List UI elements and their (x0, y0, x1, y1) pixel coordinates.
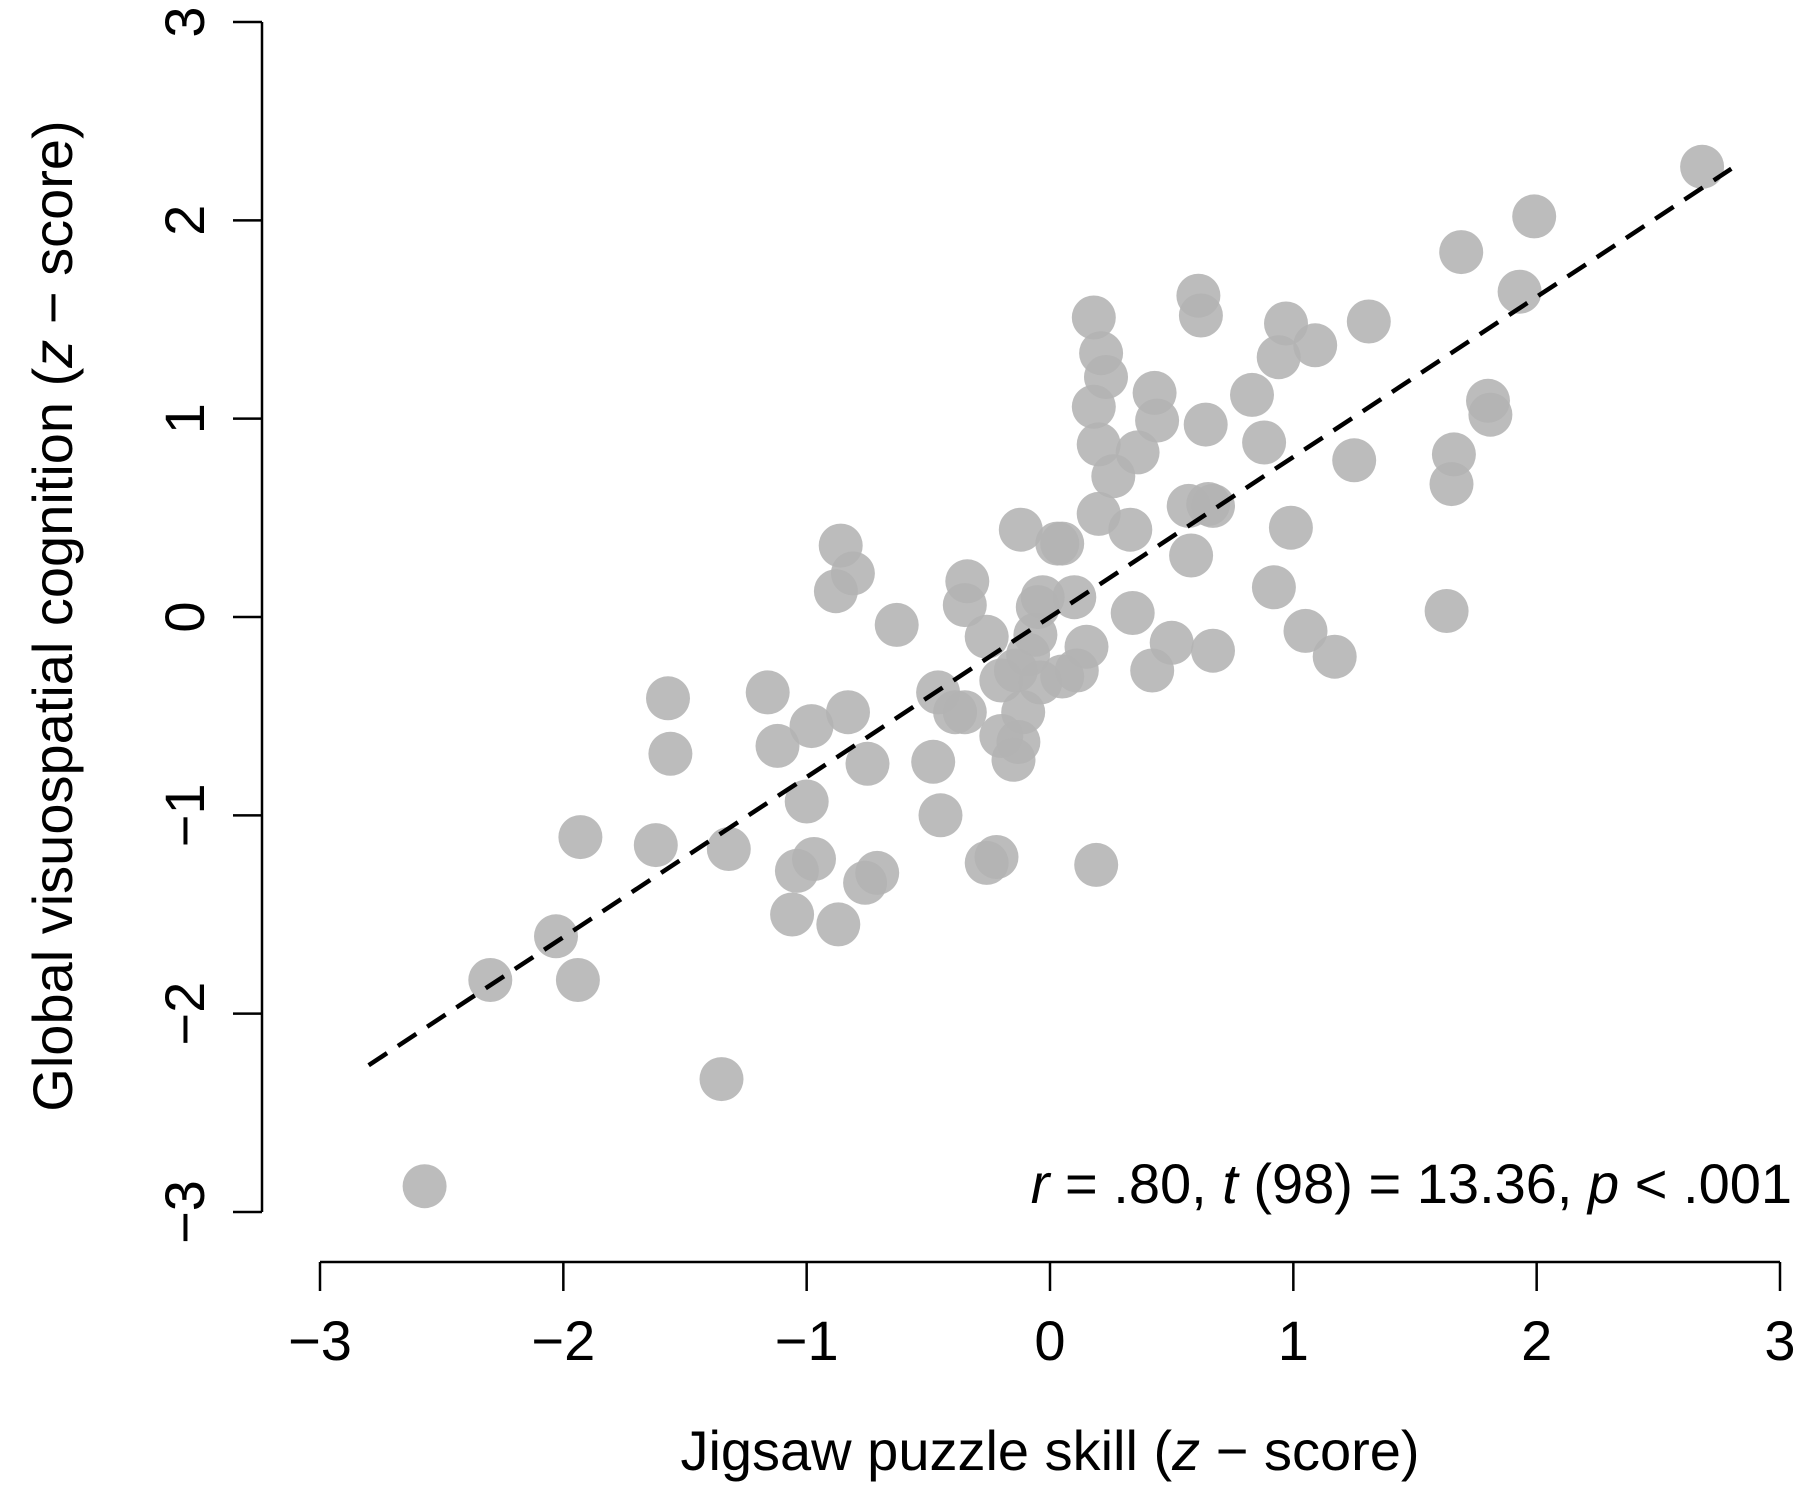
data-point (874, 602, 919, 647)
data-point (1256, 335, 1301, 380)
y-axis-ticks: −3 −2 −1 0 1 2 3 (153, 6, 262, 1244)
data-point (964, 614, 1009, 659)
y-axis-title-prefix: Global visuospatial cognition ( (21, 367, 84, 1111)
data-point (784, 779, 829, 824)
x-axis-title-italic: z (1171, 1419, 1200, 1482)
x-tick-label: 1 (1278, 1309, 1309, 1372)
data-point (843, 860, 888, 905)
x-tick-label: −3 (288, 1309, 352, 1372)
data-point (1040, 521, 1085, 566)
data-point (646, 676, 690, 721)
data-point (974, 835, 1019, 879)
data-point (1680, 144, 1725, 189)
data-point (826, 690, 870, 735)
data-point (813, 569, 858, 614)
regression-line (367, 166, 1733, 1068)
data-point (534, 914, 578, 959)
data-point (1052, 575, 1097, 620)
stats-annotation: r = .80, t (98) = 13.36, p < .001 (1031, 1152, 1792, 1215)
data-point (1332, 438, 1377, 483)
data-point (818, 523, 863, 568)
y-axis-title-italic: z (21, 340, 84, 369)
data-point (770, 892, 815, 937)
x-axis-title: Jigsaw puzzle skill (z − score) (680, 1419, 1419, 1482)
data-point (845, 741, 890, 786)
x-axis-title-suffix: − score) (1200, 1419, 1419, 1482)
data-point (1468, 392, 1513, 437)
data-point (1110, 591, 1155, 635)
y-tick-label: −1 (153, 783, 216, 847)
y-axis-title-suffix: − score) (21, 120, 84, 339)
data-point (1424, 589, 1469, 633)
data-point (1512, 194, 1557, 239)
stats-annotation-part: < .001 (1619, 1152, 1792, 1215)
data-point (1283, 608, 1328, 653)
data-point (789, 704, 834, 749)
data-point (699, 1057, 744, 1102)
y-tick-label: −3 (153, 1180, 216, 1244)
data-point (998, 507, 1043, 552)
data-point (706, 827, 751, 871)
data-point (1439, 230, 1484, 275)
data-point (555, 958, 600, 1002)
data-point (1071, 295, 1116, 340)
data-point (1183, 402, 1228, 447)
y-axis-title: Global visuospatial cognition (z − score… (21, 120, 84, 1111)
data-point (1076, 491, 1121, 536)
data-point (1264, 301, 1308, 346)
stats-annotation-part: (98) = 13.36, (1238, 1152, 1588, 1215)
data-point (1191, 628, 1235, 673)
data-point (816, 902, 861, 947)
stats-annotation-part: r (1031, 1152, 1052, 1215)
data-point (774, 848, 819, 893)
data-point (1346, 299, 1391, 344)
data-point (1497, 269, 1542, 314)
x-tick-label: 3 (1764, 1309, 1795, 1372)
points-layer (402, 144, 1725, 1209)
data-point (918, 793, 963, 838)
y-tick-label: 0 (153, 601, 216, 632)
x-tick-label: 2 (1521, 1309, 1552, 1372)
y-tick-label: 1 (153, 403, 216, 434)
y-tick-label: −2 (153, 982, 216, 1046)
data-point (468, 958, 513, 1002)
x-axis-ticks: −3 −2 −1 0 1 2 3 (288, 1262, 1796, 1372)
x-tick-label: −2 (531, 1309, 595, 1372)
data-point (745, 670, 790, 715)
data-point (1135, 398, 1180, 443)
data-point (1251, 565, 1296, 610)
data-point (1130, 648, 1175, 693)
data-point (1242, 420, 1287, 465)
data-point (402, 1164, 447, 1209)
data-point (942, 583, 987, 628)
data-point (1169, 533, 1214, 578)
stats-annotation-part: p (1586, 1152, 1619, 1215)
data-point (991, 737, 1036, 782)
data-point (1268, 505, 1313, 550)
x-tick-label: 0 (1034, 1309, 1065, 1372)
data-point (1230, 372, 1274, 417)
y-tick-label: 2 (153, 205, 216, 236)
x-tick-label: −1 (775, 1309, 839, 1372)
stats-annotation-part: = .80, (1049, 1152, 1222, 1215)
y-tick-label: 3 (153, 6, 216, 37)
data-point (979, 658, 1024, 703)
data-point (911, 739, 956, 784)
stats-annotation-part: t (1222, 1152, 1240, 1215)
x-axis-title-prefix: Jigsaw puzzle skill ( (680, 1419, 1172, 1482)
data-point (1071, 384, 1116, 429)
data-point (1178, 293, 1223, 338)
data-point (1166, 483, 1211, 528)
data-point (648, 731, 693, 776)
data-point (1074, 842, 1119, 887)
data-point (1429, 462, 1474, 507)
data-point (1091, 454, 1136, 499)
data-point (558, 815, 603, 860)
data-point (1312, 634, 1357, 679)
data-point (633, 823, 678, 868)
data-point (755, 723, 800, 768)
